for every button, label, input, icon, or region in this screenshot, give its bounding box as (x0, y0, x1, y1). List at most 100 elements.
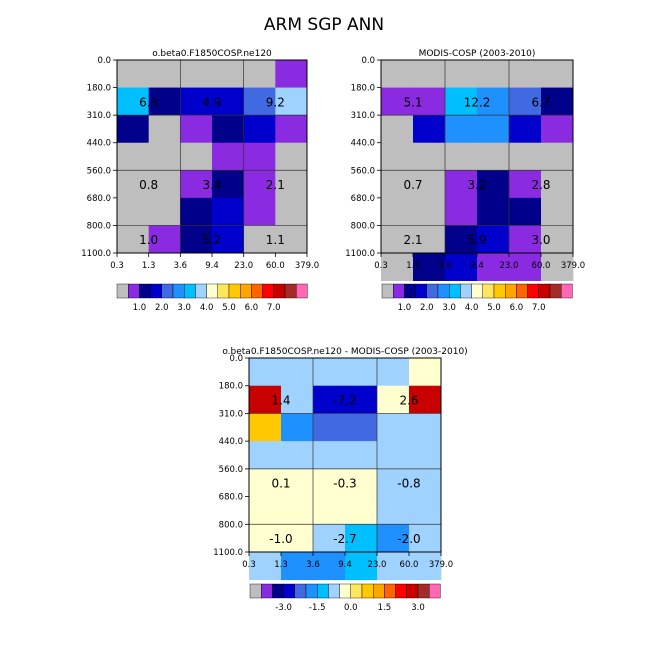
heatmap-cell (345, 496, 378, 525)
heatmap-cell (249, 385, 282, 414)
x-tick-label: 0.3 (242, 560, 256, 570)
heatmap-cell (281, 524, 314, 553)
heatmap-cell (117, 60, 150, 88)
cell-annotation: 5.9 (467, 233, 486, 247)
colorbar: -3.0 -1.5 0.0 1.5 3.0 (249, 583, 441, 613)
colorbar-swatch (471, 283, 484, 299)
panel-1: o.beta0.F1850COSP.ne120 6.3 4.9 9.2 0.8 3.4 2.… (81, 49, 319, 313)
cell-annotation: 1.4 (271, 394, 290, 408)
colorbar-swatch (417, 583, 430, 599)
heatmap-cell (243, 60, 276, 88)
panel-2: MODIS-COSP (2003-2010) 5.1 12.2 6.7 0.7 3.2 2.… (345, 49, 585, 313)
heatmap-cell (243, 142, 276, 171)
colorbar-label: -3.0 (275, 603, 292, 613)
colorbar-swatch (406, 583, 419, 599)
heatmap-cell (477, 225, 510, 254)
heatmap-cell (509, 170, 542, 199)
x-tick-label: 9.4 (470, 261, 484, 271)
colorbar-swatch (493, 283, 506, 299)
heatmap-cell (377, 441, 410, 470)
colorbar-swatch (206, 283, 219, 299)
heatmap-cell (281, 385, 314, 414)
heatmap-cell (413, 142, 446, 171)
colorbar-label: 1.0 (398, 303, 412, 313)
colorbar-swatch (150, 283, 163, 299)
heatmap-cell (148, 142, 181, 171)
colorbar-swatch (482, 283, 495, 299)
heatmap-cell (477, 170, 510, 199)
heatmap-cell (313, 468, 346, 497)
y-tick-label: 560.0 (219, 465, 243, 475)
cell-annotation: 2.1 (266, 178, 285, 192)
heatmap-cell (509, 225, 542, 254)
heatmap-cell (381, 253, 414, 281)
heatmap-cell (281, 552, 314, 581)
colorbar-swatch (272, 583, 284, 599)
cell-annotation: 3.0 (531, 233, 550, 247)
x-tick-label: 60.0 (266, 261, 285, 271)
colorbar-swatch (294, 583, 307, 599)
heatmap-cell (212, 170, 245, 199)
heatmap-cell (249, 413, 282, 442)
heatmap-cell (409, 413, 442, 442)
heatmap-cell (445, 60, 478, 88)
heatmap-cell (409, 496, 442, 525)
colorbar-swatch (161, 283, 174, 299)
y-tick-label: 1100.0 (81, 249, 111, 259)
colorbar-swatch (217, 283, 230, 299)
heatmap-cell (313, 552, 346, 581)
heatmap-cell (345, 385, 378, 414)
heatmap-cell (249, 358, 282, 387)
x-tick-label: 379.0 (429, 560, 453, 570)
cell-annotation: 5.2 (202, 233, 221, 247)
colorbar-swatch (426, 283, 439, 299)
heatmap-cell (212, 142, 245, 171)
x-tick-label: 379.0 (295, 261, 319, 271)
colorbar-label: 2.0 (420, 303, 434, 313)
heatmap-cell (445, 142, 478, 171)
colorbar-swatch (127, 283, 140, 299)
colorbar-swatch (527, 283, 539, 299)
y-tick-label: 1100.0 (213, 548, 243, 558)
heatmap-cell (381, 170, 414, 199)
colorbar-swatch (460, 283, 472, 299)
cell-annotation: 0.7 (403, 178, 422, 192)
heatmap-cell (275, 170, 308, 199)
x-tick-label: 0.3 (110, 261, 124, 271)
heatmap-cell (445, 115, 478, 144)
heatmap-cell (541, 170, 574, 199)
colorbar-swatch (273, 283, 286, 299)
heatmap-cell (212, 197, 245, 226)
colorbar-swatch (305, 583, 318, 599)
heatmap-cell (313, 524, 346, 553)
heatmap-cell (212, 225, 245, 254)
heatmap-cell (377, 496, 410, 525)
colorbar-label: 3.0 (177, 303, 191, 313)
colorbar-swatch (516, 283, 528, 299)
heatmap-cell (148, 225, 181, 254)
heatmap-cell (377, 358, 410, 387)
colorbar-label: 5.0 (222, 303, 236, 313)
heatmap-cell (243, 197, 276, 226)
heatmap-cell (275, 60, 308, 88)
colorbar-swatch (395, 583, 408, 599)
heatmap-cell (249, 496, 282, 525)
colorbar-swatch (449, 283, 461, 299)
heatmap-cell (541, 225, 574, 254)
heatmap-cell (477, 115, 510, 144)
colorbar-label: 4.0 (465, 303, 479, 313)
heatmap-cell (509, 60, 542, 88)
heatmap-cell (249, 552, 282, 581)
heatmap-cell (345, 413, 378, 442)
y-tick-label: 1100.0 (345, 249, 375, 259)
y-tick-label: 680.0 (351, 194, 375, 204)
y-tick-label: 560.0 (87, 166, 111, 176)
colorbar-swatch (549, 283, 562, 299)
colorbar: 1.0 2.0 3.0 4.0 5.0 6.0 7.0 (116, 283, 308, 313)
heatmap-cell (445, 197, 478, 226)
heatmap-cell (477, 253, 510, 281)
colorbar-swatch (429, 583, 441, 599)
heatmap-cell (313, 496, 346, 525)
colorbar-label: 4.0 (200, 303, 214, 313)
colorbar-swatch (538, 283, 551, 299)
